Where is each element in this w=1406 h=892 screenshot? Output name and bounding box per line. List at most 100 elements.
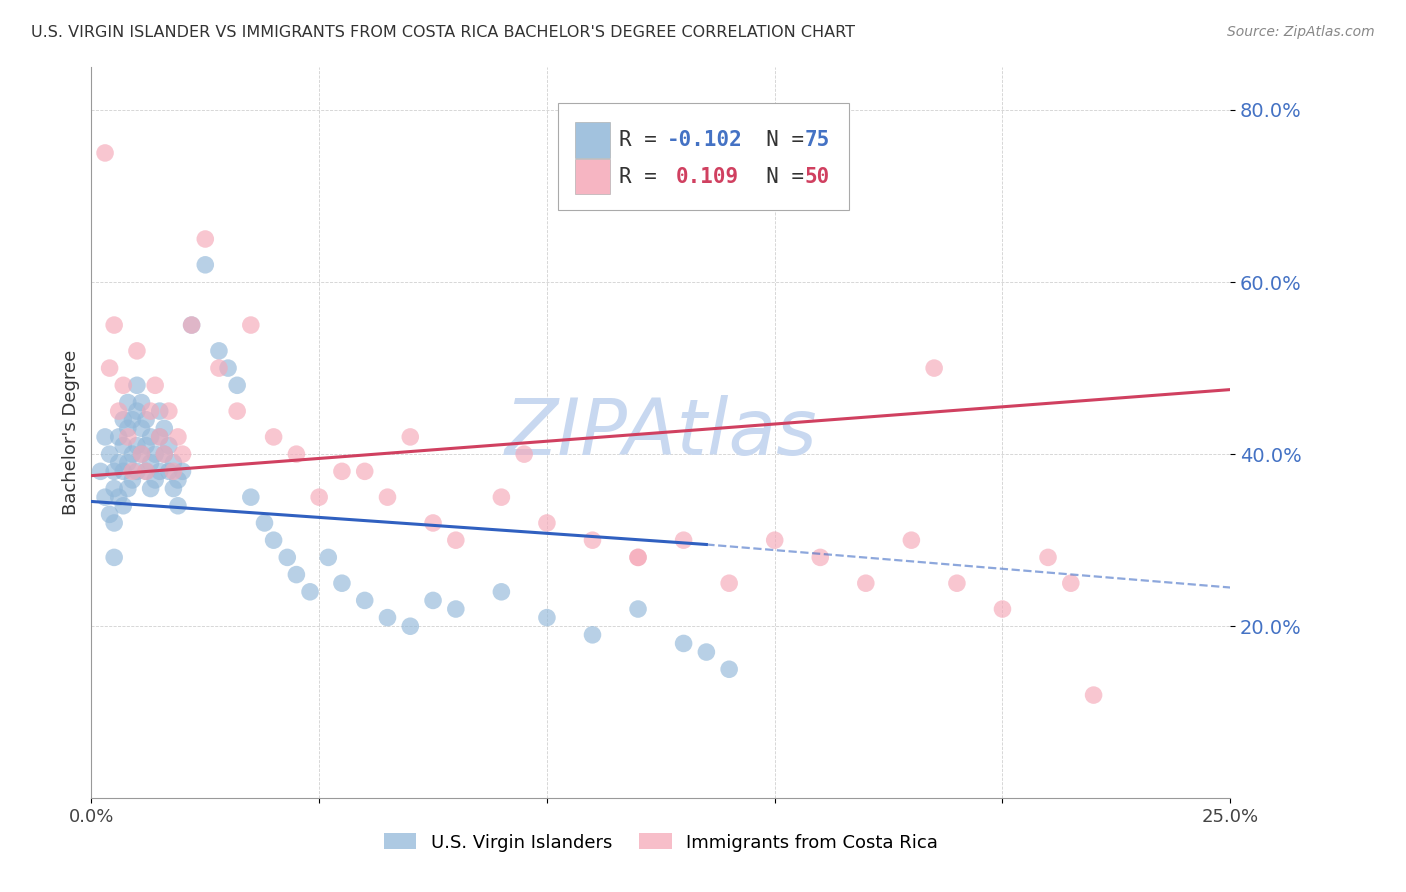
Point [377,490,399,504]
Point [353,593,375,607]
Point [422,593,444,607]
Point [143,447,166,461]
Point [121,464,143,478]
FancyBboxPatch shape [558,103,849,210]
Point [226,378,249,392]
Point [153,421,176,435]
Point [162,464,184,478]
Point [125,438,148,452]
Point [98,508,121,522]
Point [672,533,695,548]
Point [422,516,444,530]
Point [149,430,172,444]
Point [112,438,135,452]
Point [399,619,422,633]
Point [162,482,184,496]
Point [377,610,399,624]
Point [399,430,422,444]
Point [208,343,231,358]
Text: 75: 75 [804,130,830,150]
Point [139,482,162,496]
Point [672,636,695,650]
Point [139,404,162,418]
Point [125,343,148,358]
Point [718,576,741,591]
Point [316,550,339,565]
Y-axis label: Bachelor's Degree: Bachelor's Degree [62,350,80,516]
Point [900,533,922,548]
Point [149,464,172,478]
Point [1083,688,1105,702]
Point [718,662,741,676]
Point [581,533,603,548]
Text: ZIPAtlas: ZIPAtlas [505,394,817,471]
Point [107,490,129,504]
Point [194,232,217,246]
Text: 0.109: 0.109 [676,167,738,186]
Point [121,473,143,487]
Point [581,628,603,642]
Point [131,395,153,409]
Text: R =: R = [619,130,669,150]
Point [167,473,190,487]
Point [180,318,202,332]
Point [103,482,125,496]
Point [263,430,285,444]
Legend: U.S. Virgin Islanders, Immigrants from Costa Rica: U.S. Virgin Islanders, Immigrants from C… [377,826,945,859]
Point [162,456,184,470]
Point [308,490,330,504]
Point [94,145,117,160]
Point [103,318,125,332]
Point [112,464,135,478]
Point [103,550,125,565]
Point [121,413,143,427]
Point [103,464,125,478]
Point [627,550,650,565]
Text: N =: N = [741,167,817,186]
Point [276,550,298,565]
Point [131,447,153,461]
Point [107,430,129,444]
Point [117,421,139,435]
Point [285,447,308,461]
Point [855,576,877,591]
Point [112,499,135,513]
Point [135,438,157,452]
Point [135,464,157,478]
Point [491,584,513,599]
Point [180,318,202,332]
Point [1060,576,1083,591]
Point [946,576,969,591]
Point [143,473,166,487]
Point [991,602,1014,616]
Text: Source: ZipAtlas.com: Source: ZipAtlas.com [1227,25,1375,39]
Text: R =: R = [619,167,682,186]
Point [143,378,166,392]
Text: N =: N = [741,130,817,150]
Point [763,533,786,548]
Point [167,430,190,444]
Point [808,550,831,565]
Point [253,516,276,530]
Point [149,430,172,444]
Point [513,447,536,461]
Point [139,456,162,470]
Point [239,318,262,332]
Point [172,447,194,461]
Point [330,576,353,591]
Point [353,464,375,478]
Point [125,464,148,478]
Point [117,482,139,496]
Point [135,413,157,427]
Point [263,533,285,548]
Point [139,430,162,444]
Point [627,602,650,616]
Point [239,490,262,504]
Point [103,516,125,530]
Text: -0.102: -0.102 [666,130,742,150]
Point [330,464,353,478]
Point [107,456,129,470]
Point [131,421,153,435]
Point [536,610,558,624]
Point [226,404,249,418]
